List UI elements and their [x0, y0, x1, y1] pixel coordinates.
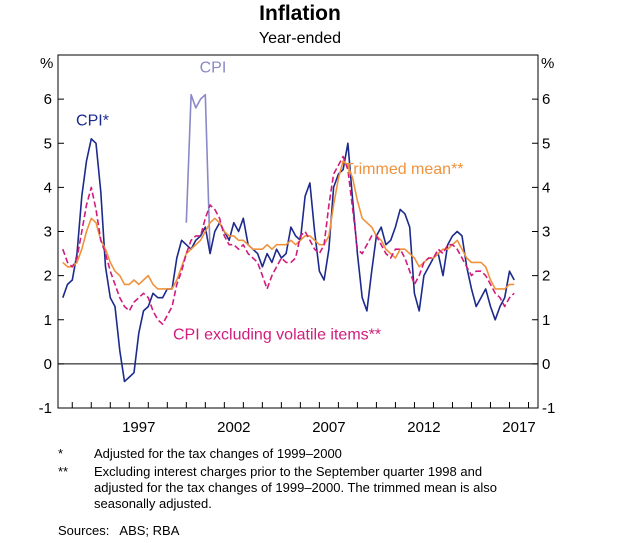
footnote-1: * Adjusted for the tax changes of 1999–2… — [52, 446, 532, 462]
series-line-2 — [62, 160, 515, 290]
y-tick-label-left: 6 — [44, 91, 52, 108]
y-tick-label-left: 0 — [44, 356, 52, 373]
y-tick-label-left: 5 — [44, 135, 52, 152]
y-tick-label-left: 3 — [44, 224, 52, 241]
y-axis-right: -1 0 1 2 3 4 5 6 — [532, 91, 555, 417]
y-tick-label-right: 1 — [542, 312, 550, 329]
sources: Sources: ABS; RBA — [58, 523, 180, 538]
x-tick-label: 1997 — [122, 419, 155, 436]
series-label-1: CPI* — [76, 113, 109, 130]
series-label-0: CPI — [200, 60, 227, 77]
footnote-1-text: Adjusted for the tax changes of 1999–200… — [94, 446, 342, 461]
footnotes: * Adjusted for the tax changes of 1999–2… — [52, 446, 532, 514]
y-tick-label-right: 5 — [542, 135, 550, 152]
y-tick-label-right: 4 — [542, 179, 550, 196]
series-line-0 — [185, 93, 211, 254]
x-tick-label: 2017 — [502, 419, 535, 436]
series-group — [62, 93, 515, 383]
x-axis: 1997 2002 2007 2012 2017 — [71, 402, 536, 436]
y-tick-label-right: 3 — [542, 224, 550, 241]
y-tick-label-left: -1 — [39, 400, 52, 417]
y-axis-left-unit: % — [40, 55, 53, 72]
series-label-2: Trimmed mean** — [344, 161, 463, 178]
footnote-1-mark: * — [58, 446, 64, 461]
footnote-2-mark: ** — [58, 464, 69, 479]
y-tick-label-right: 2 — [542, 268, 550, 285]
series-line-3 — [62, 155, 515, 326]
x-tick-label: 2007 — [312, 419, 345, 436]
y-tick-label-right: 0 — [542, 356, 550, 373]
x-tick-label: 2012 — [407, 419, 440, 436]
y-tick-label-left: 4 — [44, 179, 52, 196]
series-line-1 — [62, 138, 515, 383]
y-tick-label-right: 6 — [542, 91, 550, 108]
y-tick-label-left: 2 — [44, 268, 52, 285]
y-axis-right-unit: % — [541, 55, 554, 72]
footnote-2: ** Excluding interest charges prior to t… — [52, 464, 532, 512]
plot-frame — [57, 54, 539, 409]
chart-subtitle: Year-ended — [258, 30, 342, 47]
series-label-3: CPI excluding volatile items** — [173, 327, 381, 344]
y-tick-label-right: -1 — [542, 400, 555, 417]
x-tick-label: 2002 — [217, 419, 250, 436]
chart-title: Inflation — [259, 2, 341, 25]
y-tick-label-left: 1 — [44, 312, 52, 329]
footnote-2-text: Excluding interest charges prior to the … — [94, 464, 498, 511]
line-chart: -1 0 1 2 3 4 5 6 -1 0 1 2 3 4 5 6 1997 2002 2007 2012 2017… — [39, 54, 555, 436]
y-axis-left: -1 0 1 2 3 4 5 6 — [39, 91, 538, 417]
series-labels: CPI CPI* Trimmed mean** CPI excluding volat… — [76, 60, 463, 344]
